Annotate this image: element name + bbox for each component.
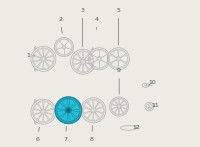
Circle shape	[117, 57, 120, 60]
Circle shape	[31, 46, 56, 71]
Ellipse shape	[142, 83, 149, 87]
Wedge shape	[69, 99, 76, 108]
Text: 11: 11	[151, 103, 159, 108]
Text: 5: 5	[116, 8, 120, 45]
Text: 6: 6	[36, 127, 39, 142]
Text: 8: 8	[90, 126, 94, 142]
Text: 2: 2	[58, 17, 62, 33]
Wedge shape	[57, 110, 66, 117]
Ellipse shape	[34, 99, 37, 124]
Text: 1: 1	[26, 53, 35, 58]
Circle shape	[107, 48, 129, 70]
Circle shape	[110, 97, 129, 116]
Ellipse shape	[121, 126, 137, 130]
Text: 10: 10	[148, 80, 156, 85]
Circle shape	[67, 109, 70, 112]
Circle shape	[117, 105, 121, 108]
Circle shape	[81, 59, 86, 64]
Text: 9: 9	[117, 68, 121, 94]
Text: 12: 12	[132, 125, 140, 130]
Circle shape	[98, 57, 101, 60]
Circle shape	[71, 49, 96, 74]
Circle shape	[81, 98, 106, 123]
Circle shape	[116, 57, 121, 61]
Circle shape	[82, 60, 85, 63]
Ellipse shape	[91, 48, 94, 70]
Text: 3: 3	[80, 8, 84, 46]
Wedge shape	[70, 111, 80, 117]
Circle shape	[42, 57, 45, 60]
Ellipse shape	[34, 46, 37, 71]
Circle shape	[31, 99, 56, 124]
Wedge shape	[61, 112, 68, 121]
Circle shape	[41, 56, 46, 61]
Circle shape	[41, 109, 46, 114]
Circle shape	[88, 48, 110, 70]
Circle shape	[63, 46, 65, 48]
Circle shape	[54, 37, 74, 57]
Circle shape	[42, 110, 45, 113]
Circle shape	[118, 105, 120, 108]
Wedge shape	[69, 112, 75, 121]
Circle shape	[55, 97, 82, 123]
Text: 4: 4	[94, 17, 98, 30]
Wedge shape	[70, 103, 80, 110]
Circle shape	[145, 102, 154, 111]
Text: 7: 7	[63, 126, 67, 142]
Wedge shape	[62, 99, 68, 108]
Circle shape	[92, 109, 95, 112]
Circle shape	[91, 108, 96, 113]
Circle shape	[62, 45, 66, 49]
Circle shape	[97, 57, 101, 61]
Wedge shape	[57, 103, 66, 110]
Circle shape	[65, 107, 71, 113]
